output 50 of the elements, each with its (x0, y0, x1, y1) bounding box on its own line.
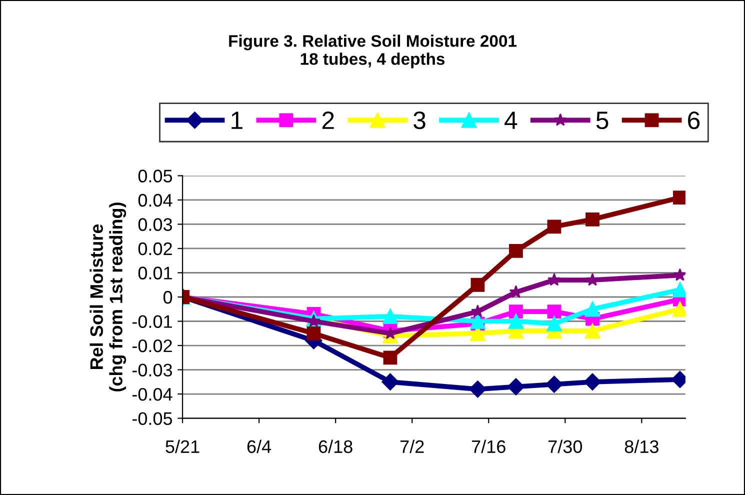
y-tick-label: 0.02 (138, 242, 172, 256)
point (509, 304, 523, 318)
legend-label: 3 (414, 111, 426, 130)
point (507, 378, 525, 396)
point (508, 314, 524, 329)
x-tick-label: 6/18 (318, 440, 352, 454)
x-tick-label: 5/21 (166, 440, 200, 454)
point (673, 268, 686, 281)
y-tick-label: 0.03 (138, 218, 172, 231)
y-axis-title: Rel Soil Moisture (chg from 1st reading) (90, 202, 126, 392)
point (307, 314, 320, 328)
point (383, 350, 398, 365)
point (672, 190, 686, 204)
point (306, 326, 321, 340)
legend-label: 4 (504, 112, 518, 129)
point (469, 380, 486, 398)
y-tick-label: 0 (163, 290, 172, 304)
point (546, 316, 562, 332)
x-tick-label: 6/4 (247, 440, 272, 454)
point (584, 301, 600, 317)
legend-label: 6 (688, 111, 700, 130)
point (547, 220, 562, 234)
point (548, 273, 561, 286)
point (509, 244, 523, 258)
x-tick-label: 7/2 (400, 440, 424, 454)
y-tick-label: -0.02 (132, 339, 172, 352)
y-tick-label: -0.04 (132, 388, 172, 401)
point (584, 323, 600, 339)
x-tick-label: 7/30 (548, 440, 582, 454)
point (382, 308, 398, 324)
x-tick-label: 8/13 (624, 440, 658, 454)
point (546, 376, 563, 393)
point (382, 373, 399, 390)
y-tick-label: -0.03 (132, 364, 172, 376)
point (547, 304, 562, 318)
y-tick-label: -0.05 (132, 412, 172, 425)
y-tick-label: 0.05 (138, 170, 172, 182)
x-tick-label: 7/16 (472, 440, 506, 454)
chart-title: Figure 3. Relative Soil Moisture 2001 18 tubes, 4 depths (229, 34, 517, 68)
point (470, 278, 485, 292)
legend-label: 2 (322, 111, 334, 129)
point (470, 314, 486, 329)
y-tick-label: -0.01 (132, 315, 172, 328)
legend-label: 1 (232, 112, 242, 129)
point (586, 273, 600, 286)
y-tick-label: 0.04 (138, 194, 172, 207)
point (584, 373, 602, 390)
y-tick-label: 0.01 (138, 266, 172, 280)
legend-label: 5 (596, 112, 608, 130)
point (586, 212, 600, 226)
